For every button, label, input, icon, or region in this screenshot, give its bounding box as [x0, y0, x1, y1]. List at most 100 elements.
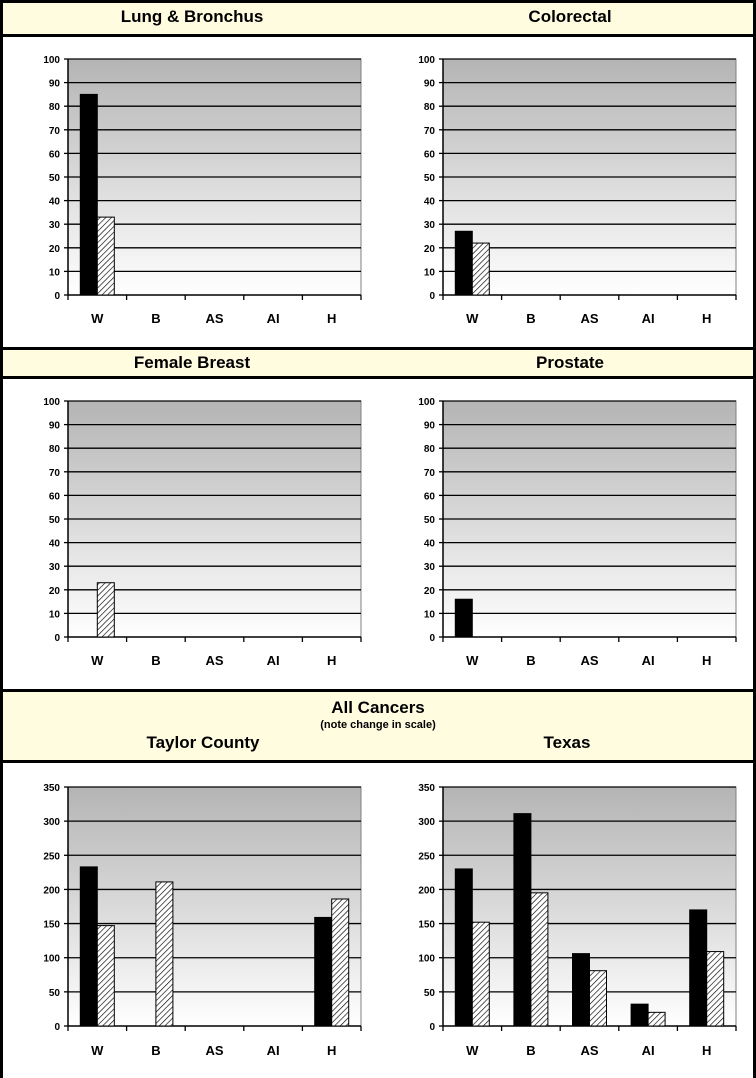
y-tick-label: 0 [429, 291, 435, 302]
y-tick-label: 50 [424, 173, 436, 184]
bar-series1 [314, 916, 333, 1027]
y-tick-label: 90 [424, 79, 436, 90]
y-tick-label: 80 [424, 444, 436, 455]
bar-series1 [513, 813, 532, 1027]
bar-series1 [572, 953, 590, 1027]
y-tick-label: 150 [418, 920, 435, 931]
scale-change-note: (note change in scale) [320, 719, 436, 731]
y-tick-label: 10 [49, 267, 61, 278]
y-tick-label: 70 [49, 126, 61, 137]
all-cancers-header: All Cancers (note change in scale) Taylo… [0, 689, 756, 763]
bar-series2 [471, 242, 490, 296]
y-tick-label: 0 [54, 633, 60, 644]
bar-series2 [647, 1011, 666, 1027]
bar-series1 [689, 909, 708, 1027]
y-tick-label: 60 [424, 149, 436, 160]
y-tick-label: 150 [43, 920, 60, 931]
bar-series2 [96, 582, 115, 638]
x-category-label: W [466, 1043, 479, 1058]
y-tick-label: 60 [49, 149, 61, 160]
y-tick-label: 90 [49, 421, 61, 432]
bar-series1 [79, 93, 98, 296]
prostate-chart: 0 10 20 30 40 50 60 70 80 90 100 W B AS AI H [418, 397, 737, 668]
bar-series1 [630, 1003, 649, 1027]
x-category-label: AI [267, 653, 280, 668]
y-tick-label: 50 [424, 988, 436, 999]
bar-series2 [471, 921, 490, 1027]
y-tick-label: 20 [424, 244, 436, 255]
x-category-label: AS [580, 311, 598, 326]
bar-series2 [96, 925, 115, 1027]
y-tick-label: 50 [49, 515, 61, 526]
x-category-label: AI [642, 311, 655, 326]
y-tick-label: 10 [424, 267, 436, 278]
texas-chart: 0 50 100 150 200 250 300 350 W B AS AI H [418, 783, 737, 1058]
x-category-label: AS [580, 653, 598, 668]
y-tick-label: 350 [418, 783, 435, 794]
x-category-label: H [702, 311, 711, 326]
x-category-label: AS [205, 311, 223, 326]
y-tick-label: 40 [49, 197, 61, 208]
y-tick-label: 200 [43, 885, 60, 896]
x-category-label: B [526, 1043, 535, 1058]
x-category-label: W [466, 653, 479, 668]
y-tick-label: 50 [424, 515, 436, 526]
y-tick-label: 100 [43, 954, 60, 965]
y-tick-label: 100 [43, 55, 60, 66]
lung-bronchus-title: Lung & Bronchus [120, 7, 264, 26]
x-category-label: H [702, 653, 711, 668]
y-tick-label: 20 [49, 244, 61, 255]
y-tick-label: 200 [418, 885, 435, 896]
y-tick-label: 60 [49, 491, 61, 502]
y-tick-label: 20 [49, 586, 61, 597]
bar-series2 [96, 216, 115, 296]
x-category-label: AS [205, 1043, 223, 1058]
x-category-label: W [466, 311, 479, 326]
y-tick-label: 80 [424, 102, 436, 113]
y-tick-label: 80 [49, 444, 61, 455]
taylor-county-title: Taylor County [146, 733, 260, 752]
all-cancers-title: All Cancers [331, 698, 425, 717]
colorectal-title: Colorectal [528, 7, 612, 26]
female-breast-title: Female Breast [133, 353, 251, 372]
bar-series2 [155, 881, 174, 1027]
y-tick-label: 250 [418, 851, 435, 862]
y-tick-label: 30 [424, 562, 436, 573]
y-tick-label: 0 [54, 291, 60, 302]
y-tick-label: 250 [43, 851, 60, 862]
x-category-label: B [151, 1043, 160, 1058]
bar-series2 [530, 892, 549, 1027]
x-category-label: B [526, 653, 535, 668]
x-category-label: AI [267, 311, 280, 326]
x-category-label: B [151, 311, 160, 326]
y-tick-label: 100 [418, 397, 435, 408]
taylor-county-chart: 0 50 100 150 200 250 300 350 W B AS AI H [43, 783, 362, 1058]
y-tick-label: 0 [429, 633, 435, 644]
row1-header: Lung & Bronchus Colorectal [0, 0, 756, 37]
x-category-label: W [91, 311, 104, 326]
x-category-label: W [91, 653, 104, 668]
y-tick-label: 70 [424, 126, 436, 137]
x-category-label: H [327, 311, 336, 326]
bar-series2 [331, 898, 350, 1027]
y-tick-label: 0 [54, 1022, 60, 1033]
y-tick-label: 300 [418, 817, 435, 828]
row2-header: Female Breast Prostate [0, 347, 756, 379]
y-tick-label: 80 [49, 102, 61, 113]
x-category-label: H [327, 1043, 336, 1058]
y-tick-label: 40 [49, 539, 61, 550]
colorectal-chart: 0 10 20 30 40 50 60 70 80 90 100 W B AS AI H [418, 55, 737, 326]
y-tick-label: 30 [49, 220, 61, 231]
y-tick-label: 50 [49, 173, 61, 184]
x-category-label: AI [642, 1043, 655, 1058]
y-tick-label: 40 [424, 197, 436, 208]
y-tick-label: 10 [49, 609, 61, 620]
y-tick-label: 30 [424, 220, 436, 231]
y-tick-label: 50 [49, 988, 61, 999]
x-category-label: B [151, 653, 160, 668]
x-category-label: W [91, 1043, 104, 1058]
y-tick-label: 300 [43, 817, 60, 828]
x-category-label: H [327, 653, 336, 668]
x-category-label: AI [267, 1043, 280, 1058]
